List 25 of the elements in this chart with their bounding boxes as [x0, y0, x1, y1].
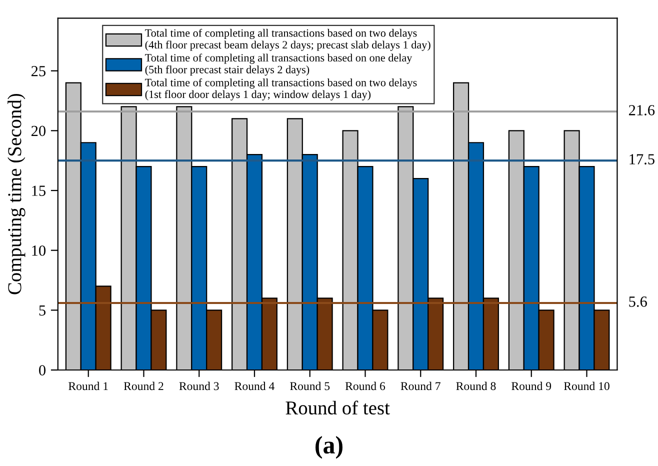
y-axis-title: Computing time (Second)	[8, 94, 26, 294]
x-tick-label: Round 10	[564, 382, 610, 390]
x-tick-label: Round 8	[456, 382, 496, 390]
x-tick-label: Round 4	[234, 382, 274, 390]
ref-line-label: 5.6	[629, 296, 647, 307]
ref-line-label: 17.5	[630, 154, 654, 164]
x-tick-label: Round 3	[179, 382, 219, 390]
x-axis-title: Round of test	[286, 400, 390, 415]
legend-label: Total time of completing all transactions based on one delay (5th floor precast stair delays 2 days)	[145, 54, 412, 76]
y-tick-label: 10	[32, 245, 46, 256]
x-tick-label: Round 7	[400, 382, 440, 390]
x-tick-label: Round 1	[68, 382, 108, 390]
x-tick-label: Round 2	[124, 382, 164, 390]
legend-label: Total time of completing all transactions based on two delays (1st floor door delays 1 day; window delays 1 day)	[145, 78, 417, 100]
x-tick-label: Round 9	[512, 382, 552, 390]
x-tick-label: Round 6	[345, 382, 386, 390]
y-tick-label: 0	[39, 365, 46, 376]
text: (a)	[316, 436, 342, 459]
y-tick-label: 5	[39, 305, 46, 316]
ref-line-label: 21.6	[628, 105, 655, 116]
y-tick-label: 15	[32, 186, 46, 196]
y-tick-label: 25	[31, 66, 46, 76]
x-tick-label: Round 5	[290, 382, 330, 390]
y-tick-label: 20	[31, 126, 46, 136]
legend-label: Total time of completing all transactions based on two delays (4th floor precast beam delays 2 days; precast slab delays 1 day)	[145, 28, 430, 51]
